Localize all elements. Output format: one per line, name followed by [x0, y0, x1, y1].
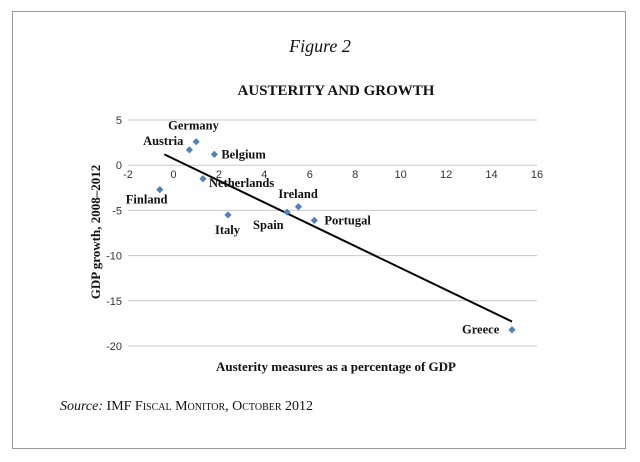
trendline	[163, 153, 513, 323]
point-label: Greece	[462, 323, 500, 337]
x-tick-label: 8	[352, 169, 358, 181]
data-point	[508, 326, 516, 334]
y-tick-label: 0	[116, 160, 122, 172]
y-axis-label: GDP growth, 2008–2012	[88, 165, 103, 299]
figure-label: Figure 2	[289, 36, 351, 56]
x-tick-label: 10	[395, 169, 407, 181]
y-tick-labels: 5 0 -5 -10 -15 -20	[106, 115, 122, 353]
data-point	[185, 146, 193, 154]
point-label: Italy	[215, 223, 241, 237]
point-label: Finland	[126, 193, 168, 207]
data-point	[192, 138, 200, 146]
point-label: Netherlands	[209, 176, 274, 190]
source-tag: Source:	[60, 399, 104, 414]
point-label: Belgium	[221, 147, 266, 161]
data-point	[199, 175, 207, 183]
y-tick-label: -5	[112, 205, 122, 217]
x-tick-labels: -2 0 2 4 6 8 10 12 14 16	[123, 169, 543, 181]
data-point	[283, 208, 291, 216]
point-label: Spain	[253, 218, 284, 232]
x-tick-label: 6	[307, 169, 313, 181]
y-tick-label: -10	[106, 251, 122, 263]
y-tick-label: 5	[116, 115, 122, 127]
source-note: Source: IMF Fiscal Monitor, October 2012	[60, 399, 313, 415]
x-tick-label: -2	[123, 169, 133, 181]
x-tick-label: 2	[216, 169, 222, 181]
data-point	[210, 150, 218, 158]
x-tick-label: 0	[170, 169, 176, 181]
gridlines	[128, 119, 537, 347]
point-label: Ireland	[278, 187, 317, 201]
source-text: IMF Fiscal Monitor, October 2012	[106, 399, 314, 414]
data-points	[156, 138, 516, 334]
trendline-group	[163, 153, 513, 323]
x-axis-label: Austerity measures as a percentage of GD…	[216, 359, 456, 374]
y-tick-label: -20	[106, 341, 122, 353]
point-label: Portugal	[324, 213, 371, 227]
data-point	[156, 186, 164, 194]
y-tick-label: -15	[106, 296, 122, 308]
data-point	[310, 216, 318, 224]
x-tick-label: 16	[531, 169, 543, 181]
chart-title: AUSTERITY AND GROWTH	[238, 83, 435, 99]
point-label: Austria	[143, 134, 184, 148]
data-point	[294, 203, 303, 211]
x-tick-label: 4	[261, 169, 267, 181]
figure-frame	[12, 11, 626, 449]
x-tick-label: 14	[485, 169, 497, 181]
x-tick-label: 12	[440, 169, 452, 181]
point-label: Germany	[168, 119, 219, 133]
data-point	[224, 211, 232, 219]
